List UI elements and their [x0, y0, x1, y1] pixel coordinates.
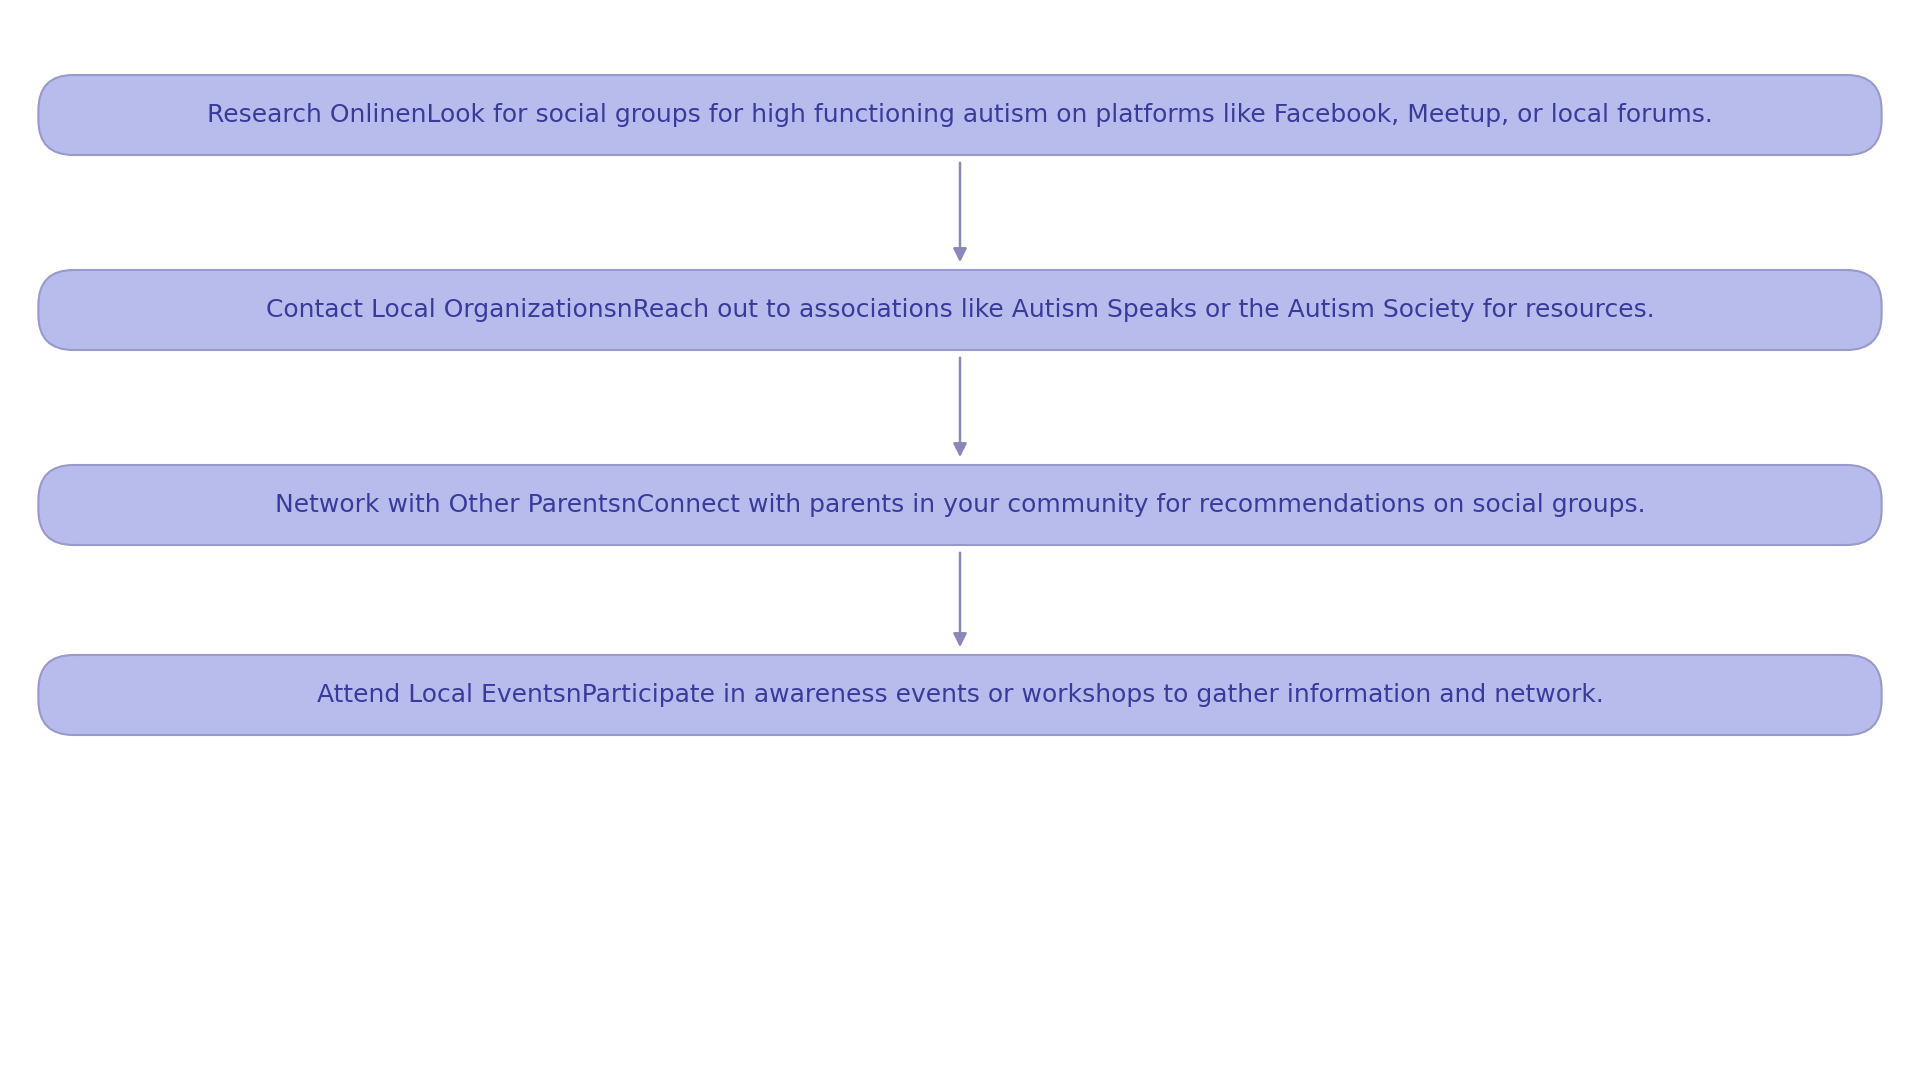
- FancyBboxPatch shape: [38, 75, 1882, 155]
- Text: Network with Other ParentsnConnect with parents in your community for recommenda: Network with Other ParentsnConnect with …: [275, 493, 1645, 517]
- Text: Contact Local OrganizationsnReach out to associations like Autism Speaks or the : Contact Local OrganizationsnReach out to…: [265, 298, 1655, 322]
- FancyBboxPatch shape: [38, 270, 1882, 350]
- FancyBboxPatch shape: [38, 465, 1882, 545]
- FancyBboxPatch shape: [38, 655, 1882, 735]
- Text: Research OnlinenLook for social groups for high functioning autism on platforms : Research OnlinenLook for social groups f…: [207, 103, 1713, 127]
- Text: Attend Local EventsnParticipate in awareness events or workshops to gather infor: Attend Local EventsnParticipate in aware…: [317, 683, 1603, 707]
